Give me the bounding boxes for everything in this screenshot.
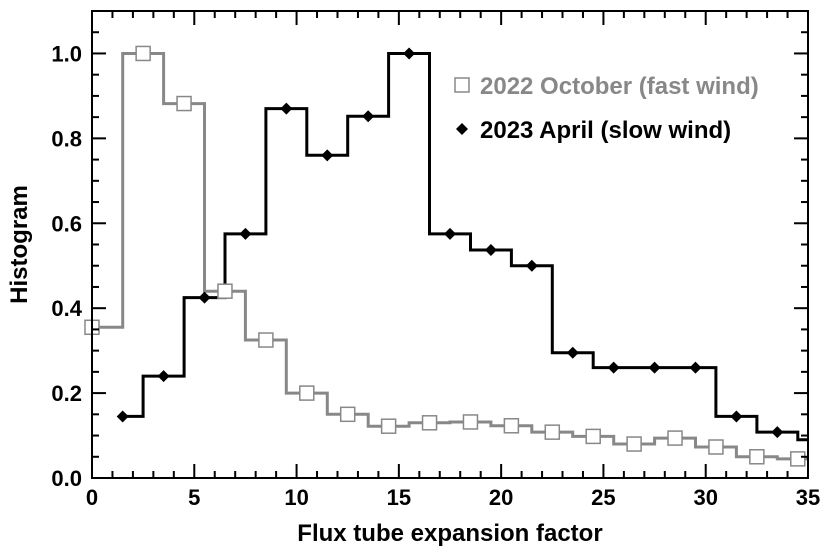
legend-label-slow-wind: 2023 April (slow wind) xyxy=(480,117,731,144)
data-point-filled-diamond xyxy=(198,291,211,304)
data-point-open-square xyxy=(135,45,151,62)
plot-frame xyxy=(91,10,809,479)
x-tick-label: 20 xyxy=(489,485,513,510)
data-point-open-square xyxy=(544,424,561,440)
legend-marker-filled-diamond xyxy=(456,123,468,135)
x-tick-label: 10 xyxy=(284,485,308,510)
data-point-filled-diamond xyxy=(403,47,416,60)
legend: 2022 October (fast wind) 2023 April (slo… xyxy=(454,73,759,144)
data-point-filled-diamond xyxy=(689,361,702,374)
data-point-open-square xyxy=(585,428,601,445)
y-tick-label: 0.0 xyxy=(51,466,82,491)
y-tick-labels: 0.0 0.2 0.4 0.6 0.8 1.0 xyxy=(51,41,82,491)
x-axis-title: Flux tube expansion factor xyxy=(297,520,602,547)
x-tick-label: 15 xyxy=(387,485,411,510)
series-line-0 xyxy=(92,52,808,461)
legend-entry-slow-wind: 2023 April (slow wind) xyxy=(456,117,731,144)
data-point-filled-diamond xyxy=(321,149,334,162)
legend-entry-fast-wind: 2022 October (fast wind) xyxy=(454,73,759,100)
data-point-filled-diamond xyxy=(280,102,293,115)
data-point-open-square xyxy=(176,95,192,112)
data-point-filled-diamond xyxy=(239,227,252,240)
data-point-open-square xyxy=(380,418,397,434)
y-tick-label: 1.0 xyxy=(51,41,82,66)
data-point-open-square xyxy=(421,415,438,431)
x-tick-label: 5 xyxy=(188,485,200,510)
data-point-open-square xyxy=(462,414,479,430)
data-point-filled-diamond xyxy=(362,110,375,123)
data-point-open-square xyxy=(667,430,683,446)
data-point-filled-diamond xyxy=(648,361,661,374)
data-point-filled-diamond xyxy=(525,259,538,272)
x-tick-label: 25 xyxy=(591,485,615,510)
series-line-1 xyxy=(122,52,808,442)
y-tick-label: 0.8 xyxy=(51,126,82,151)
data-point-open-square xyxy=(503,418,520,434)
data-point-filled-diamond xyxy=(566,346,579,359)
x-tick-label: 0 xyxy=(86,485,98,510)
y-tick-label: 0.2 xyxy=(51,381,82,406)
x-tick-label: 30 xyxy=(693,485,717,510)
data-point-filled-diamond xyxy=(730,410,743,423)
data-point-open-square xyxy=(626,436,642,452)
data-point-filled-diamond xyxy=(116,410,129,423)
data-point-open-square xyxy=(790,451,806,467)
plot-area xyxy=(84,45,808,467)
data-point-open-square xyxy=(749,449,765,465)
y-tick-label: 0.6 xyxy=(51,211,82,236)
data-point-open-square xyxy=(708,439,724,455)
data-point-filled-diamond xyxy=(157,370,170,383)
y-tick-label: 0.4 xyxy=(51,296,82,321)
x-tick-label: 35 xyxy=(796,485,820,510)
y-axis-title: Histogram xyxy=(6,185,33,304)
legend-marker-open-square xyxy=(454,77,470,93)
data-point-filled-diamond xyxy=(484,244,497,257)
data-point-open-square xyxy=(339,406,356,423)
data-point-open-square xyxy=(258,332,274,348)
data-point-open-square xyxy=(217,283,233,299)
data-point-filled-diamond xyxy=(771,426,784,439)
data-point-open-square xyxy=(299,385,315,401)
x-tick-labels: 0 5 10 15 20 25 30 35 xyxy=(86,485,820,510)
data-point-filled-diamond xyxy=(607,361,620,374)
legend-label-fast-wind: 2022 October (fast wind) xyxy=(480,73,759,100)
data-point-filled-diamond xyxy=(444,227,456,240)
